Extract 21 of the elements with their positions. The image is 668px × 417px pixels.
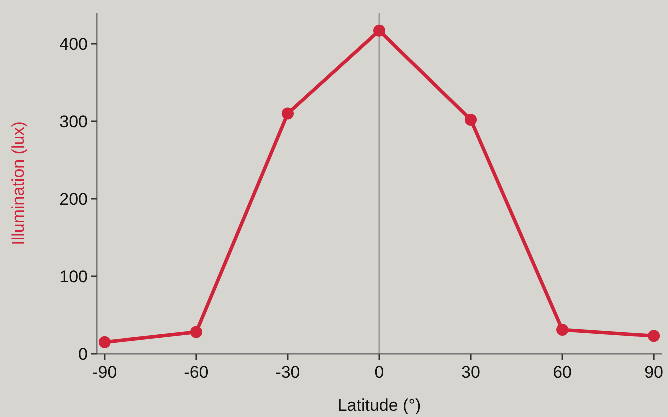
point (556, 324, 569, 336)
x-tick-label: 0 (374, 363, 384, 382)
x-tick-label: -30 (276, 363, 300, 382)
point (648, 330, 660, 342)
x-tick-label: -90 (92, 363, 118, 382)
y-axis-title: Illumination (lux) (9, 122, 28, 246)
x-tick-label: -60 (184, 363, 209, 382)
y-tick-label: 400 (60, 34, 88, 54)
y-tick-label: 100 (60, 267, 88, 286)
point (374, 24, 386, 37)
x-axis-title: Latitude (°) (338, 396, 422, 415)
y-tick-label: 200 (60, 190, 88, 209)
y-tick-label: 300 (60, 112, 88, 132)
x-tick-label: 60 (553, 363, 572, 382)
x-tick-label: 90 (644, 363, 664, 382)
point (282, 108, 294, 120)
point (465, 114, 478, 126)
x-tick-label: 30 (462, 363, 480, 382)
y-tick-label: 0 (78, 344, 88, 364)
point (98, 336, 111, 348)
point (190, 326, 202, 338)
